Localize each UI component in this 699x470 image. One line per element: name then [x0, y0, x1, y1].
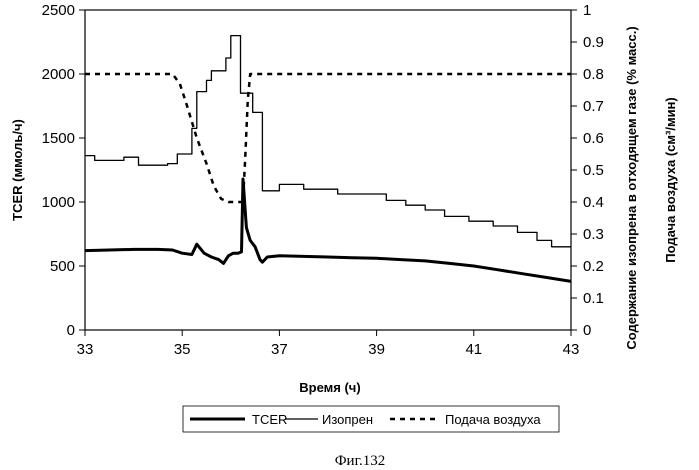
y-axis-left-title: TCER (ммоль/ч) — [10, 119, 25, 221]
series-airflow-line — [85, 74, 571, 202]
figure-caption: Фиг.132 — [335, 453, 386, 469]
y-right-tick-label: 0.5 — [583, 162, 604, 179]
x-tick-label: 37 — [271, 341, 288, 358]
y-left-tick-label: 500 — [50, 258, 75, 275]
y-right-tick-label: 0.3 — [583, 226, 604, 243]
x-tick-label: 41 — [465, 341, 482, 358]
x-tick-label: 39 — [368, 341, 385, 358]
y-left-tick-label: 1500 — [42, 130, 75, 147]
y-right-tick-label: 1 — [583, 2, 591, 19]
y-right-tick-label: 0.9 — [583, 34, 604, 51]
legend-label-isoprene: Изопрен — [322, 412, 373, 427]
y-axis-right-title-isoprene: Содержание изопрена в отходящем газе (% … — [624, 26, 639, 349]
y-right-tick-label: 0.4 — [583, 194, 604, 211]
x-tick-label: 35 — [174, 341, 191, 358]
y-left-tick-label: 1000 — [42, 194, 75, 211]
y-right-tick-label: 0.2 — [583, 258, 604, 275]
y-axis-right-title-airflow: Подача воздуха (см³/мин) — [663, 97, 678, 263]
series-isoprene-line — [85, 36, 571, 247]
y-left-tick-label: 2500 — [42, 2, 75, 19]
plot-frame — [85, 10, 571, 330]
x-tick-label: 33 — [77, 341, 94, 358]
y-left-tick-label: 2000 — [42, 66, 75, 83]
x-tick-label: 43 — [563, 341, 580, 358]
y-right-tick-label: 0 — [583, 322, 591, 339]
y-right-tick-label: 0.7 — [583, 98, 604, 115]
y-left-tick-label: 0 — [67, 322, 75, 339]
y-right-tick-label: 0.1 — [583, 290, 604, 307]
y-right-tick-label: 0.8 — [583, 66, 604, 83]
legend-label-airflow: Подача воздуха — [445, 412, 541, 427]
x-axis-title: Время (ч) — [299, 380, 360, 395]
y-right-tick-label: 0.6 — [583, 130, 604, 147]
series-tcer-line — [85, 179, 571, 281]
legend: TCER Изопрен Подача воздуха — [183, 406, 559, 432]
legend-label-tcer: TCER — [252, 412, 287, 427]
